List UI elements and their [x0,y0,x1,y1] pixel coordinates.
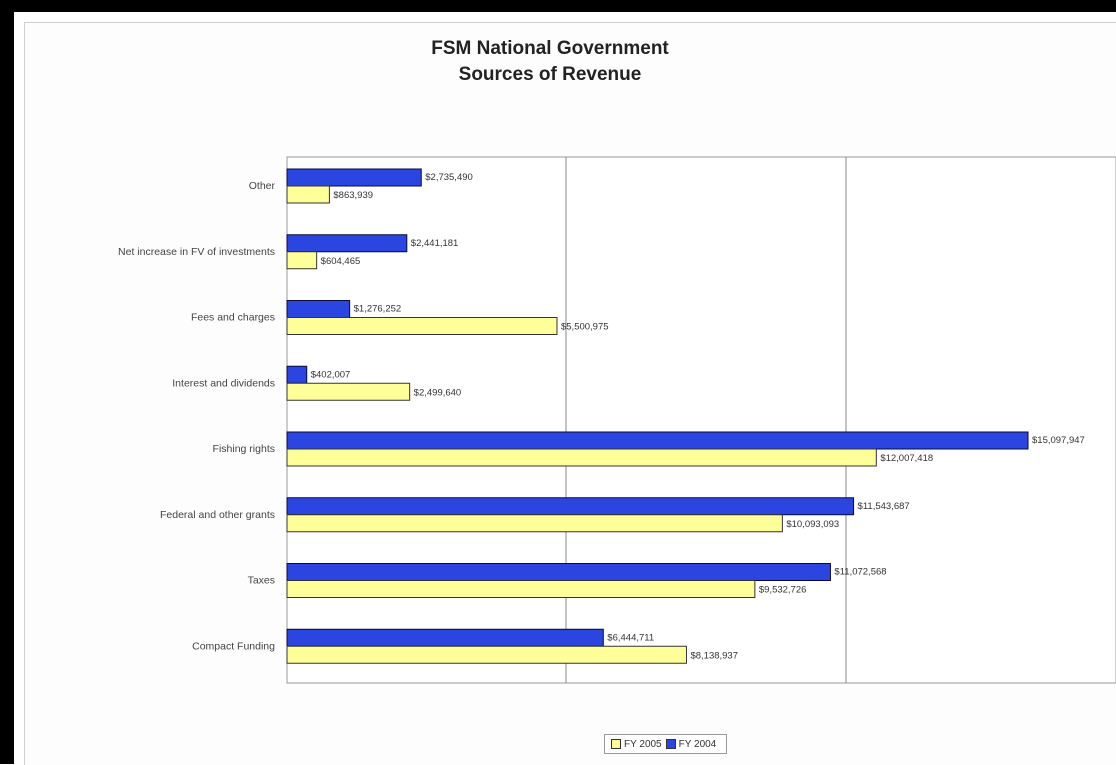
category-label: Interest and dividends [172,377,275,389]
data-label-fy2004: $6,444,711 [607,632,654,643]
legend-label: FY 2004 [678,738,717,750]
data-label-fy2004: $2,735,490 [425,172,473,183]
data-label-fy2004: $15,097,947 [1032,435,1085,446]
data-label-fy2005: $5,500,975 [561,322,609,333]
category-label: Compact Funding [192,640,275,652]
bar-fy2005 [286,514,783,533]
category-label: Other [249,180,276,192]
data-label-fy2004: $2,441,181 [411,238,459,249]
bar-fy2005 [286,251,318,270]
bar-fy2004 [286,168,422,187]
data-label-fy2004: $11,072,568 [834,567,886,578]
bar-fy2004 [286,431,1029,450]
category-label: Net increase in FV of investments [118,246,275,258]
bar-fy2005 [286,185,330,204]
legend-label: FY 2005 [624,738,662,750]
category-label: Federal and other grants [160,509,275,521]
data-label-fy2005: $10,093,093 [786,519,839,530]
bar-fy2005 [286,317,558,335]
category-label: Fees and charges [191,312,275,324]
data-label-fy2005: $9,532,726 [759,585,807,596]
category-label: Fishing rights [213,443,275,455]
bar-fy2005 [286,580,756,598]
bar-fy2005 [286,645,687,664]
bar-fy2004 [286,563,831,581]
data-label-fy2005: $12,007,418 [880,453,933,464]
legend-item: FY 2004 [665,738,717,750]
data-label-fy2004: $11,543,687 [858,501,910,512]
data-label-fy2005: $604,465 [321,256,361,267]
data-label-fy2005: $2,499,640 [414,387,462,398]
chart-legend: FY 2005 FY 2004 [604,734,728,754]
bar-fy2004 [286,234,408,253]
bar-fy2004 [286,365,308,384]
chart-subtitle: Sources of Revenue [458,64,642,85]
bar-fy2004 [286,628,604,647]
bar-fy2004 [286,300,351,318]
bar-fy2005 [286,448,877,467]
data-label-fy2004: $1,276,252 [354,304,402,315]
legend-item: FY 2005 [611,739,662,750]
plot-area [286,156,1116,684]
legend-swatch [611,739,621,749]
data-label-fy2005: $863,939 [333,190,373,201]
bar-fy2004 [286,497,855,516]
bar-fy2005 [286,382,411,401]
chart-title: FSM National Government [431,38,669,59]
category-label: Taxes [248,575,275,587]
data-label-fy2005: $8,138,937 [690,650,738,661]
data-label-fy2004: $402,007 [311,369,351,380]
legend-swatch [665,739,676,749]
